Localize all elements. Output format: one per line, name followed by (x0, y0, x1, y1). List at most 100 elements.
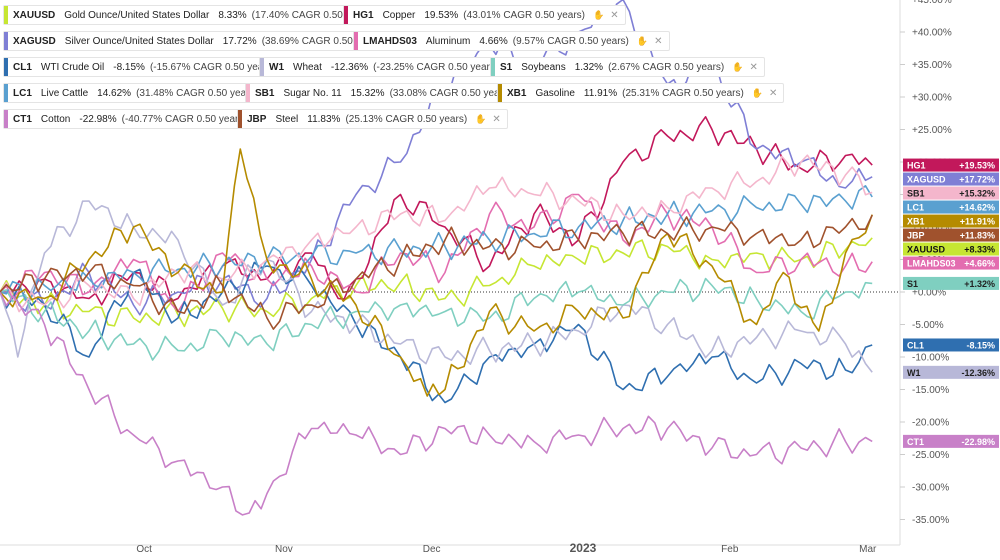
badge-symbol: CT1 (907, 437, 924, 447)
y-tick-label: -30.00% (912, 483, 949, 494)
legend-cagr: (33.08% CAGR 0.50 years) (389, 87, 512, 99)
badge-background (903, 172, 999, 186)
remove-series-icon[interactable]: ✕ (610, 9, 619, 21)
legend-symbol: W1 (269, 61, 284, 73)
legend-color-swatch (246, 84, 250, 102)
badge-symbol: JBP (907, 231, 925, 241)
legend-symbol: LMAHDS03 (363, 35, 417, 47)
badge-background (903, 242, 999, 256)
legend-item-hg1[interactable]: HG1 Copper 19.53% (43.01% CAGR 0.50 years) ✋… (343, 5, 626, 25)
badge-value: +8.33% (964, 245, 995, 255)
y-tick-label: +30.00% (912, 93, 952, 104)
legend-name: Cotton (40, 113, 71, 125)
badge-symbol: XAGUSD (907, 175, 946, 185)
badge-background (903, 158, 999, 172)
y-tick-label: -20.00% (912, 418, 949, 429)
badge-background (903, 256, 999, 270)
legend-name: Gold Ounce/United States Dollar (64, 9, 210, 21)
legend-color-swatch (260, 58, 264, 76)
legend-item-xb1[interactable]: XB1 Gasoline 11.91% (25.31% CAGR 0.50 years… (497, 83, 785, 103)
legend-cagr: (25.13% CAGR 0.50 years) (345, 113, 468, 125)
legend-symbol: XB1 (507, 87, 527, 99)
badge-value: +14.62% (959, 203, 995, 213)
badge-value: -8.15% (966, 340, 995, 350)
legend-item-lmahds03[interactable]: LMAHDS03 Aluminum 4.66% (9.57% CAGR 0.50 ye… (353, 31, 670, 51)
legend-item-sb1[interactable]: SB1 Sugar No. 11 15.32% (33.08% CAGR 0.50 y… (245, 83, 552, 103)
badge-symbol: HG1 (907, 161, 926, 171)
badge-symbol: S1 (907, 279, 918, 289)
badge-xagusd: XAGUSD +17.72% (903, 172, 999, 186)
hide-series-icon[interactable]: ✋ (751, 87, 764, 98)
legend-color-swatch (4, 6, 8, 24)
series-line-jbp (0, 214, 873, 330)
badge-value: +4.66% (964, 259, 995, 269)
x-tick-label: Feb (721, 544, 739, 555)
legend-return: 1.32% (574, 61, 604, 73)
legend-color-swatch (498, 84, 502, 102)
badge-jbp: JBP +11.83% (903, 228, 999, 242)
badge-background (903, 276, 999, 290)
hide-series-icon[interactable]: ✋ (636, 35, 649, 46)
remove-series-icon[interactable]: ✕ (654, 35, 663, 47)
badge-value: +15.32% (959, 189, 995, 199)
legend-return: -22.98% (79, 113, 117, 125)
legend-item-s1[interactable]: S1 Soybeans 1.32% (2.67% CAGR 0.50 years) ✋ ✕ (490, 57, 765, 77)
remove-series-icon[interactable]: ✕ (492, 113, 501, 125)
legend-return: 11.83% (307, 113, 341, 125)
y-tick-label: +40.00% (912, 28, 952, 39)
legend-symbol: CL1 (13, 61, 32, 73)
legend-return: -8.15% (113, 61, 145, 73)
legend-color-swatch (4, 32, 8, 50)
x-axis-ticks: Oct Nov Dec 2023 Feb Mar (136, 541, 877, 555)
legend-item-lc1[interactable]: LC1 Live Cattle 14.62% (31.48% CAGR 0.50 ye… (3, 83, 299, 103)
badge-cl1: CL1 -8.15% (903, 338, 999, 352)
y-tick-label: +45.00% (912, 0, 952, 6)
badge-background (903, 434, 999, 448)
legend-symbol: HG1 (353, 9, 374, 21)
remove-series-icon[interactable]: ✕ (769, 87, 778, 99)
badge-symbol: SB1 (907, 189, 925, 199)
badge-s1: S1 +1.32% (903, 276, 999, 290)
legend-return: 14.62% (97, 87, 132, 99)
badge-symbol: LMAHDS03 (907, 259, 956, 269)
badge-background (903, 186, 999, 200)
badge-value: +11.91% (960, 217, 995, 227)
legend-item-ct1[interactable]: CT1 Cotton -22.98% (-40.77% CAGR 0.50 years… (3, 109, 288, 129)
badge-xb1: XB1 +11.91% (903, 214, 999, 228)
legend-cagr: (2.67% CAGR 0.50 years) (608, 61, 725, 73)
hide-series-icon[interactable]: ✋ (475, 113, 487, 124)
y-tick-label: -35.00% (912, 515, 949, 526)
legend-color-swatch (354, 32, 358, 50)
x-tick-label: Dec (423, 544, 441, 555)
badge-value: +17.72% (959, 175, 995, 185)
legend-item-xagusd[interactable]: XAGUSD Silver Ounce/United States Dollar 1… (3, 31, 425, 51)
legend-symbol: CT1 (13, 113, 32, 125)
y-tick-label: +35.00% (912, 60, 952, 71)
legend-color-swatch (491, 58, 495, 76)
legend-cagr: (-40.77% CAGR 0.50 years) (121, 113, 247, 125)
legend-symbol: XAUUSD (13, 9, 56, 21)
y-tick-label: +0.00% (912, 288, 946, 299)
y-tick-label: +25.00% (912, 125, 952, 136)
series-line-sb1 (0, 154, 873, 313)
y-tick-label: -15.00% (912, 385, 949, 396)
x-tick-label: Oct (136, 544, 152, 555)
legend-cagr: (38.69% CAGR 0.50 years) (261, 35, 384, 47)
legend-color-swatch (4, 58, 8, 76)
hide-series-icon[interactable]: ✋ (593, 9, 605, 20)
badge-symbol: CL1 (907, 340, 924, 350)
legend-name: Silver Ounce/United States Dollar (64, 35, 214, 47)
legend-item-jbp[interactable]: JBP Steel 11.83% (25.13% CAGR 0.50 years) ✋ ✕ (237, 109, 508, 129)
badge-lc1: LC1 +14.62% (903, 200, 999, 214)
series-line-ct1 (0, 291, 873, 516)
hide-series-icon[interactable]: ✋ (732, 61, 744, 72)
legend-name: WTI Crude Oil (40, 61, 105, 73)
legend-return: 11.91% (583, 87, 618, 99)
badge-value: +19.53% (959, 161, 995, 171)
remove-series-icon[interactable]: ✕ (749, 61, 758, 73)
last-value-badges: HG1 +19.53% XAGUSD +17.72% SB1 +15.32% LC1 +14.… (903, 158, 999, 448)
legend-name: Copper (382, 9, 416, 21)
legend-color-swatch (344, 6, 348, 24)
legend-item-xauusd[interactable]: XAUUSD Gold Ounce/United States Dollar 8.3… (3, 5, 414, 25)
y-tick-label: -10.00% (912, 353, 949, 364)
